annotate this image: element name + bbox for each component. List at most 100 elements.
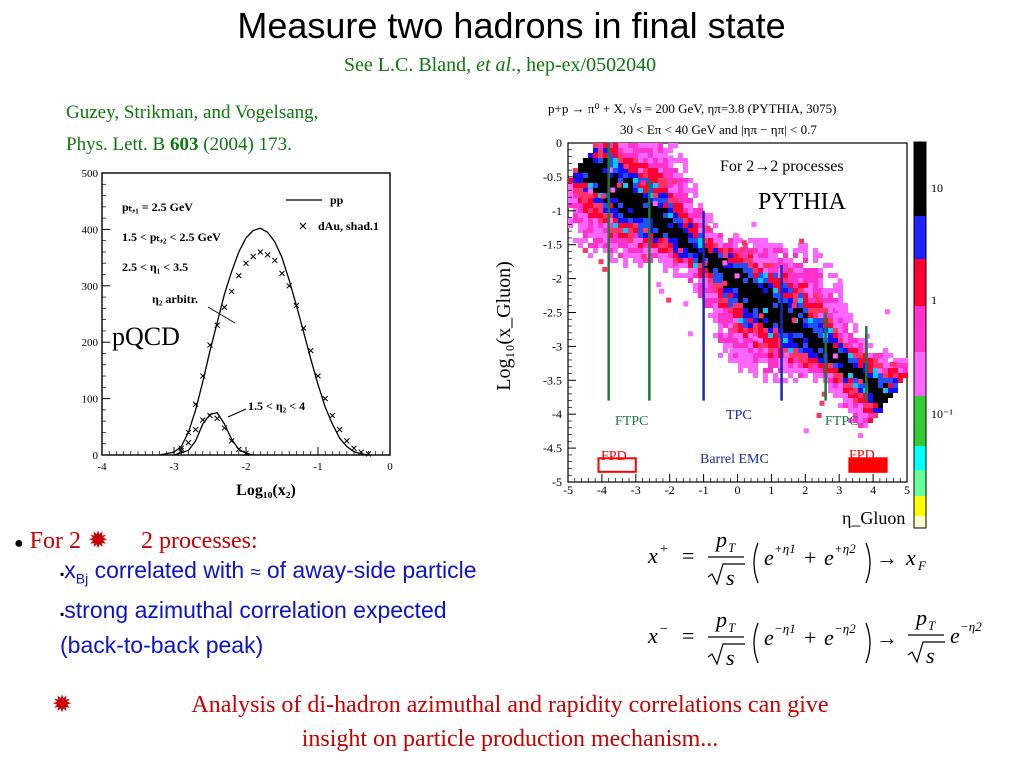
heatmap-cell [838,353,843,358]
heatmap-cell [623,218,628,223]
heatmap-cell [898,373,903,378]
heatmap-cell [803,248,808,253]
heatmap-cell [843,378,848,383]
heatmap-outlier [683,301,689,307]
heatmap-outlier [602,266,608,272]
heatmap-cell [583,208,588,213]
heatmap-cell [713,303,718,308]
heatmap-cell [693,283,698,288]
dau-marker [264,251,271,258]
heatmap-cell [898,368,903,373]
heatmap-cell [813,348,818,353]
heatmap-cell [758,278,763,283]
eq2-pt2-sub: T [928,618,936,633]
heatmap-cell [673,143,678,148]
heatmap-cell [678,243,683,248]
heatmap-cell [603,228,608,233]
heatmap-cell [578,208,583,213]
heatmap-cell [748,323,753,328]
heatmap-cell [828,348,833,353]
heatmap-cell [633,183,638,188]
heatmap-cell [808,363,813,368]
heatmap-cell [698,228,703,233]
heatmap-cell [883,383,888,388]
heatmap-cell [673,158,678,163]
heatmap-cell [798,298,803,303]
heatmap-cell [868,388,873,393]
heatmap-cell [643,243,648,248]
heatmap-cell [708,263,713,268]
heatmap-cell [633,153,638,158]
eq2-sqrt [707,643,745,666]
heatmap-cell [738,353,743,358]
heatmap-cell [698,268,703,273]
heatmap-cell [703,278,708,283]
heatmap-cell [738,333,743,338]
heatmap-cell [613,153,618,158]
heatmap-cell [753,283,758,288]
heatmap-cell [643,218,648,223]
heatmap-cell [833,393,838,398]
heatmap-cell [768,258,773,263]
heatmap-cell [798,308,803,313]
heatmap-cell [793,313,798,318]
heatmap-cell [733,283,738,288]
heatmap-cell [718,283,723,288]
dau-marker [178,445,185,452]
heatmap-cell [618,208,623,213]
heatmap-cell [818,333,823,338]
dau-marker [221,304,228,311]
heatmap-cell [718,238,723,243]
heatmap-cell [793,343,798,348]
heatmap-cell [638,183,643,188]
heatmap-cell [728,288,733,293]
dau-marker [365,451,372,457]
conclusion-text: ✹ Analysis of di-hadron azimuthal and ra… [50,688,970,756]
heatmap-cell [838,393,843,398]
slide-subtitle: See L.C. Bland, et al., hep-ex/0502040 [0,54,1000,77]
heatmap-cell [738,313,743,318]
heatmap-cell [818,273,823,278]
heatmap-cell [743,263,748,268]
heatmap-outlier [849,389,855,395]
heatmap-cell [858,403,863,408]
heatmap-cell [593,168,598,173]
heatmap-cell [708,303,713,308]
heatmap-cell [733,353,738,358]
heatmap-cell [763,318,768,323]
heatmap-cell [773,343,778,348]
heatmap-cell [868,358,873,363]
heatmap-cell [828,318,833,323]
heatmap-cell [648,158,653,163]
heatmap-cell [738,263,743,268]
heatmap-cell [713,283,718,288]
heatmap-cell [743,298,748,303]
heatmap-cell [713,318,718,323]
heatmap-cell [788,273,793,278]
heatmap-cell [838,328,843,333]
heatmap-cell [658,203,663,208]
heatmap-cell [593,228,598,233]
heatmap-cell [748,253,753,258]
heatmap-cell [853,398,858,403]
heatmap-cell [728,353,733,358]
heatmap-cell [813,318,818,323]
heatmap-cell [878,398,883,403]
heatmap-cell [848,318,853,323]
heatmap-cell [638,208,643,213]
heatmap-cell [768,348,773,353]
pythia-label: PYTHIA [758,189,847,215]
heatmap-cell [643,163,648,168]
dau-marker [192,401,199,408]
eq1-lparen [753,542,759,584]
heatmap-cell [618,233,623,238]
heatmap-cell [798,363,803,368]
heatmap-cell [758,298,763,303]
heatmap-cell [598,213,603,218]
x-tick-label: 4 [870,483,876,497]
heatmap-cell [843,328,848,333]
dau-marker [228,288,235,295]
heatmap-cell [828,313,833,318]
heatmap-cell [678,273,683,278]
